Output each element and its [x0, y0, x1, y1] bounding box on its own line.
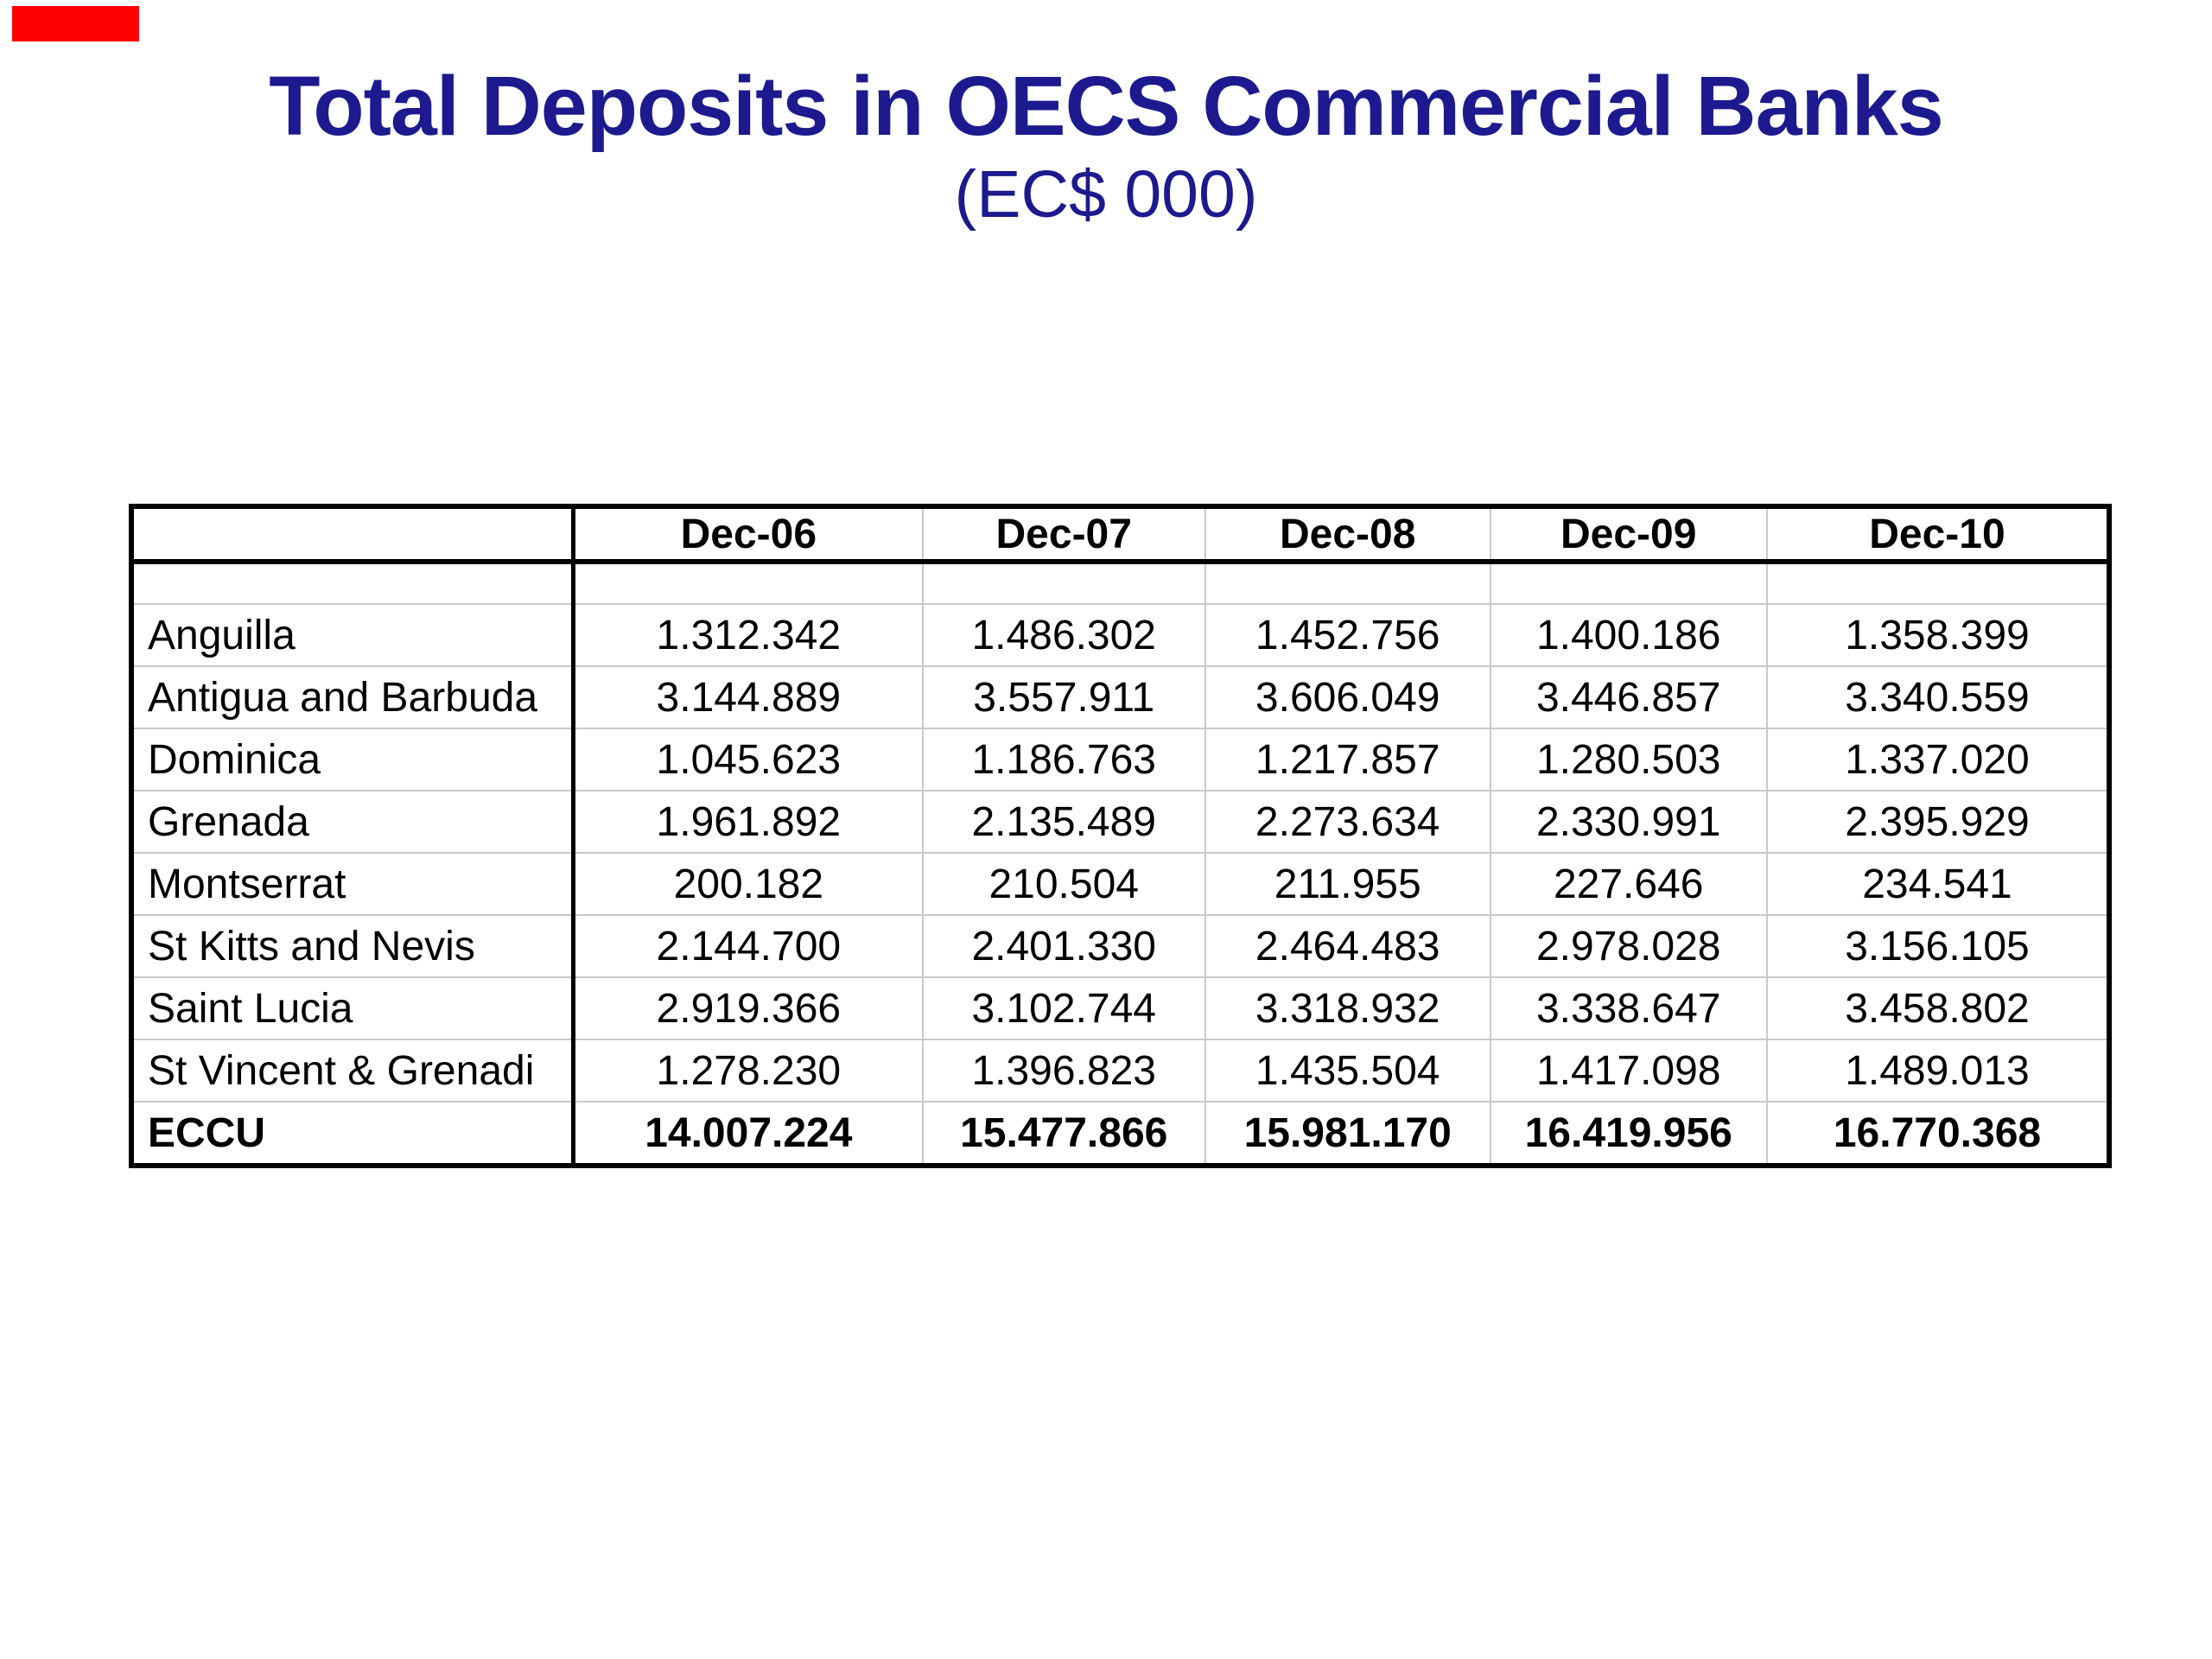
value-cell: 1.278.230 [573, 1039, 924, 1103]
slide-title: Total Deposits in OECS Commercial Banks [269, 59, 1943, 153]
value-cell: 3.338.647 [1490, 977, 1768, 1040]
table-row: Anguilla 1.312.342 1.486.302 1.452.756 1.400… [131, 604, 2111, 667]
deposits-table: Dec-06 Dec-07 Dec-08 Dec-09 Dec-10 Anguilla 1… [129, 504, 2112, 1168]
table-row: ECCU 14.007.224 15.477.866 15.981.170 16.419… [131, 1102, 2111, 1166]
row-label: Antigua and Barbuda [131, 666, 576, 729]
value-cell: 1.312.342 [573, 604, 924, 667]
row-label: St Vincent & Grenadi [131, 1039, 576, 1103]
value-cell: 1.337.020 [1766, 728, 2111, 791]
row-label: Dominica [131, 728, 576, 791]
value-cell: 2.978.028 [1490, 915, 1768, 978]
table-row: St Vincent & Grenadi 1.278.230 1.396.823 1.… [131, 1039, 2111, 1103]
value-cell: 1.280.503 [1490, 728, 1768, 791]
value-cell: 1.217.857 [1205, 728, 1491, 791]
row-label: St Kitts and Nevis [131, 915, 576, 978]
row-label: ECCU [131, 1102, 576, 1166]
value-cell: 15.981.170 [1205, 1102, 1491, 1166]
value-cell: 2.330.991 [1490, 791, 1768, 854]
value-cell: 2.919.366 [573, 977, 924, 1040]
value-cell: 3.606.049 [1205, 666, 1491, 729]
red-marker [12, 6, 139, 41]
value-cell: 2.395.929 [1766, 791, 2111, 854]
value-cell: 1.417.098 [1490, 1039, 1768, 1103]
value-cell: 211.955 [1205, 853, 1491, 916]
corner-cell [131, 506, 576, 564]
spacer-cell [1766, 562, 2111, 605]
value-cell: 3.557.911 [922, 666, 1206, 729]
table-row: St Kitts and Nevis 2.144.700 2.401.330 2.46… [131, 915, 2111, 978]
value-cell: 2.401.330 [922, 915, 1206, 978]
value-cell: 1.186.763 [922, 728, 1206, 791]
value-cell: 200.182 [573, 853, 924, 916]
spacer-cell [1490, 562, 1768, 605]
table-row: Dominica 1.045.623 1.186.763 1.217.857 1.280… [131, 728, 2111, 791]
spacer-cell [1205, 562, 1491, 605]
value-cell: 1.452.756 [1205, 604, 1491, 667]
value-cell: 16.770.368 [1766, 1102, 2111, 1166]
value-cell: 2.135.489 [922, 791, 1206, 854]
value-cell: 1.396.823 [922, 1039, 1206, 1103]
value-cell: 15.477.866 [922, 1102, 1206, 1166]
value-cell: 1.486.302 [922, 604, 1206, 667]
spacer-cell [131, 562, 576, 605]
value-cell: 234.541 [1766, 853, 2111, 916]
value-cell: 3.318.932 [1205, 977, 1491, 1040]
value-cell: 3.458.802 [1766, 977, 2111, 1040]
column-header: Dec-07 [922, 506, 1206, 564]
value-cell: 3.102.744 [922, 977, 1206, 1040]
value-cell: 2.144.700 [573, 915, 924, 978]
value-cell: 3.446.857 [1490, 666, 1768, 729]
column-header: Dec-09 [1490, 506, 1768, 564]
table-row: Antigua and Barbuda 3.144.889 3.557.911 3.6… [131, 666, 2111, 729]
table-row: Grenada 1.961.892 2.135.489 2.273.634 2.330.… [131, 791, 2111, 854]
value-cell: 210.504 [922, 853, 1206, 916]
value-cell: 16.419.956 [1490, 1102, 1768, 1166]
value-cell: 14.007.224 [573, 1102, 924, 1166]
value-cell: 3.144.889 [573, 666, 924, 729]
value-cell: 227.646 [1490, 853, 1768, 916]
slide-subtitle: (EC$ 000) [954, 157, 1258, 232]
spacer-cell [573, 562, 924, 605]
value-cell: 1.961.892 [573, 791, 924, 854]
row-label: Saint Lucia [131, 977, 576, 1040]
value-cell: 1.358.399 [1766, 604, 2111, 667]
value-cell: 2.273.634 [1205, 791, 1491, 854]
row-label: Montserrat [131, 853, 576, 916]
spacer-cell [922, 562, 1206, 605]
column-header: Dec-08 [1205, 506, 1491, 564]
value-cell: 1.045.623 [573, 728, 924, 791]
value-cell: 1.400.186 [1490, 604, 1768, 667]
value-cell: 3.340.559 [1766, 666, 2111, 729]
row-label: Anguilla [131, 604, 576, 667]
table-body: Anguilla 1.312.342 1.486.302 1.452.756 1.400… [131, 562, 2111, 1166]
column-header: Dec-10 [1766, 506, 2111, 564]
table-row: Saint Lucia 2.919.366 3.102.744 3.318.932 3.… [131, 977, 2111, 1040]
header-row: Dec-06 Dec-07 Dec-08 Dec-09 Dec-10 [131, 506, 2111, 564]
spacer-row [131, 562, 2111, 605]
row-label: Grenada [131, 791, 576, 854]
value-cell: 1.435.504 [1205, 1039, 1491, 1103]
table-row: Montserrat 200.182 210.504 211.955 227.646 23… [131, 853, 2111, 916]
column-header: Dec-06 [573, 506, 924, 564]
value-cell: 1.489.013 [1766, 1039, 2111, 1103]
table-header: Dec-06 Dec-07 Dec-08 Dec-09 Dec-10 [131, 506, 2111, 564]
value-cell: 2.464.483 [1205, 915, 1491, 978]
value-cell: 3.156.105 [1766, 915, 2111, 978]
